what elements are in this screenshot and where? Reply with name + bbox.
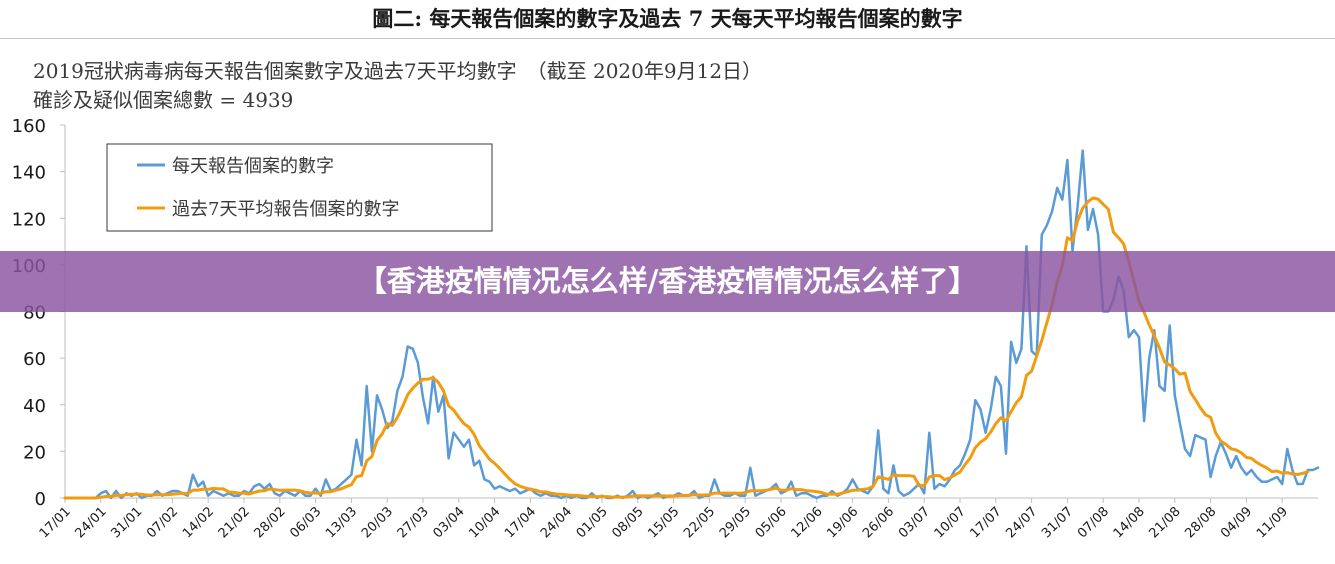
x-tick-label: 10/07 xyxy=(932,504,969,541)
y-tick-label: 40 xyxy=(23,396,46,417)
x-tick-label: 14/02 xyxy=(180,504,217,541)
x-tick-label: 28/08 xyxy=(1182,504,1219,541)
x-tick-label: 24/04 xyxy=(538,504,575,541)
x-tick-label: 31/01 xyxy=(108,504,145,541)
x-tick-label: 19/06 xyxy=(824,504,861,541)
x-tick-label: 03/07 xyxy=(896,504,933,541)
series-line-7day-average xyxy=(63,196,1310,500)
y-axis-ticks: 020406080100120140160 xyxy=(12,116,65,510)
x-axis-ticks: 17/0124/0131/0107/0214/0221/0228/0206/03… xyxy=(37,498,1291,541)
x-tick-label: 06/03 xyxy=(287,504,324,541)
x-tick-label: 17/04 xyxy=(502,504,539,541)
chart-subtitle: 確診及疑似個案總數 = 4939 xyxy=(33,88,293,112)
x-tick-label: 28/02 xyxy=(252,504,289,541)
x-tick-label: 31/07 xyxy=(1039,504,1076,541)
y-tick-label: 140 xyxy=(12,163,46,184)
x-tick-label: 21/02 xyxy=(216,504,253,541)
y-tick-label: 20 xyxy=(23,442,46,463)
x-tick-label: 13/03 xyxy=(323,504,360,541)
x-tick-label: 15/05 xyxy=(645,504,682,541)
x-tick-label: 26/06 xyxy=(860,504,897,541)
x-tick-label: 05/06 xyxy=(753,504,790,541)
y-tick-label: 160 xyxy=(12,116,46,137)
x-tick-label: 27/03 xyxy=(395,504,432,541)
x-tick-label: 17/07 xyxy=(968,504,1005,541)
x-tick-label: 20/03 xyxy=(359,504,396,541)
x-tick-label: 22/05 xyxy=(681,504,718,541)
legend-label-daily: 每天報告個案的數字 xyxy=(172,156,334,177)
legend: 每天報告個案的數字 過去7天平均報告個案的數字 xyxy=(106,143,493,232)
y-tick-label: 120 xyxy=(12,209,46,230)
x-tick-label: 21/08 xyxy=(1147,504,1184,541)
x-tick-label: 11/09 xyxy=(1254,504,1291,541)
x-tick-label: 14/08 xyxy=(1111,504,1148,541)
x-tick-label: 10/04 xyxy=(466,504,503,541)
x-tick-label: 07/08 xyxy=(1075,504,1112,541)
x-tick-label: 04/09 xyxy=(1218,504,1255,541)
x-tick-label: 08/05 xyxy=(610,504,647,541)
x-tick-label: 07/02 xyxy=(144,504,181,541)
chart-title: 2019冠狀病毒病每天報告個案數字及過去7天平均數字 （截至 2020年9月12… xyxy=(33,59,762,83)
y-tick-label: 0 xyxy=(35,489,46,510)
legend-box xyxy=(106,143,493,232)
x-tick-label: 01/05 xyxy=(574,504,611,541)
figure-title: 圖二: 每天報告個案的數字及過去 7 天每天平均報告個案的數字 xyxy=(0,0,1335,39)
x-tick-label: 24/07 xyxy=(1003,504,1040,541)
x-tick-label: 12/06 xyxy=(789,504,826,541)
x-tick-label: 03/04 xyxy=(431,504,468,541)
title-banner: 【香港疫情情况怎么样/香港疫情情况怎么样了】 xyxy=(0,251,1335,312)
x-tick-label: 29/05 xyxy=(717,504,754,541)
legend-label-avg: 過去7天平均報告個案的數字 xyxy=(172,199,399,220)
x-tick-label: 24/01 xyxy=(73,504,110,541)
y-tick-label: 60 xyxy=(23,349,46,370)
